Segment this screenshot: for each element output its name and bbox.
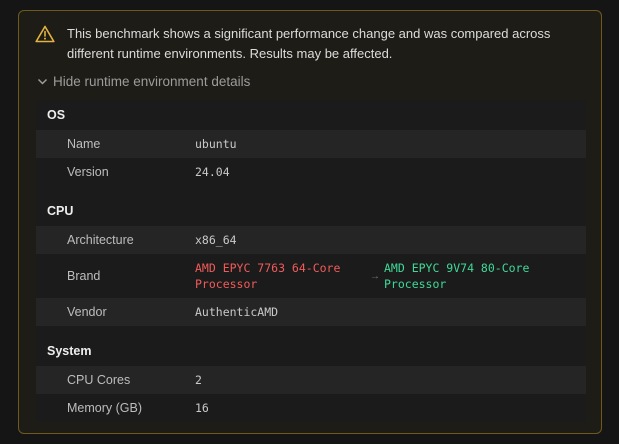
row: Version 24.04 [36, 158, 586, 186]
row-value: 2 [195, 373, 202, 387]
chevron [37, 78, 48, 85]
row-label: Memory (GB) [67, 401, 142, 415]
row-label: Brand [67, 269, 101, 283]
row: CPU Cores 2 [36, 366, 586, 394]
section-rows: Name ubuntu Version 24.04 [36, 130, 586, 186]
row: Architecture x86_64 [36, 226, 586, 254]
row-value: ubuntu [195, 137, 237, 151]
row: Vendor AuthenticAMD [36, 298, 586, 326]
warning-icon [35, 25, 55, 43]
old-value: AMD EPYC 7763 64-Core Processor [195, 261, 341, 291]
section-title: CPU [47, 204, 74, 218]
section-title: System [47, 344, 92, 358]
row-value: AuthenticAMD [195, 305, 279, 319]
warning-message: This benchmark shows a significant perfo… [67, 26, 551, 61]
row-value: x86_64 [195, 233, 237, 247]
row-label: Version [67, 165, 109, 179]
warning-panel: This benchmark shows a significant perfo… [18, 10, 602, 434]
section-rows: Architecture x86_64 Brand AMD EPYC 7763 64-… [36, 226, 586, 326]
row: Memory (GB) 16 [36, 394, 586, 422]
section: CPU Architecture x86_64 Brand AMD EPYC 7763 … [36, 186, 586, 326]
row-value: 16 [195, 401, 209, 415]
section-title: OS [47, 108, 66, 122]
section: System CPU Cores 2 Memory (GB) 16 [36, 326, 586, 422]
toggle-label: Hide runtime environment details [53, 74, 251, 89]
row-label: CPU Cores [67, 373, 131, 387]
row: Name ubuntu [36, 130, 586, 158]
row-label: Architecture [67, 233, 134, 247]
section-rows: CPU Cores 2 Memory (GB) 16 [36, 366, 586, 422]
details-toggle[interactable]: Hide runtime environment details [37, 72, 250, 92]
row: Brand AMD EPYC 7763 64-Core Processor → AMD… [36, 254, 586, 298]
row-label: Name [67, 137, 101, 151]
change-arrow: → [370, 270, 380, 282]
environment-table: OS Name ubuntu Version 24.04 CPU Architecture x… [36, 100, 586, 422]
new-value: AMD EPYC 9V74 80-Core Processor [384, 261, 530, 291]
row-value: 24.04 [195, 165, 230, 179]
row-label: Vendor [67, 305, 107, 319]
section: OS Name ubuntu Version 24.04 [36, 100, 586, 186]
